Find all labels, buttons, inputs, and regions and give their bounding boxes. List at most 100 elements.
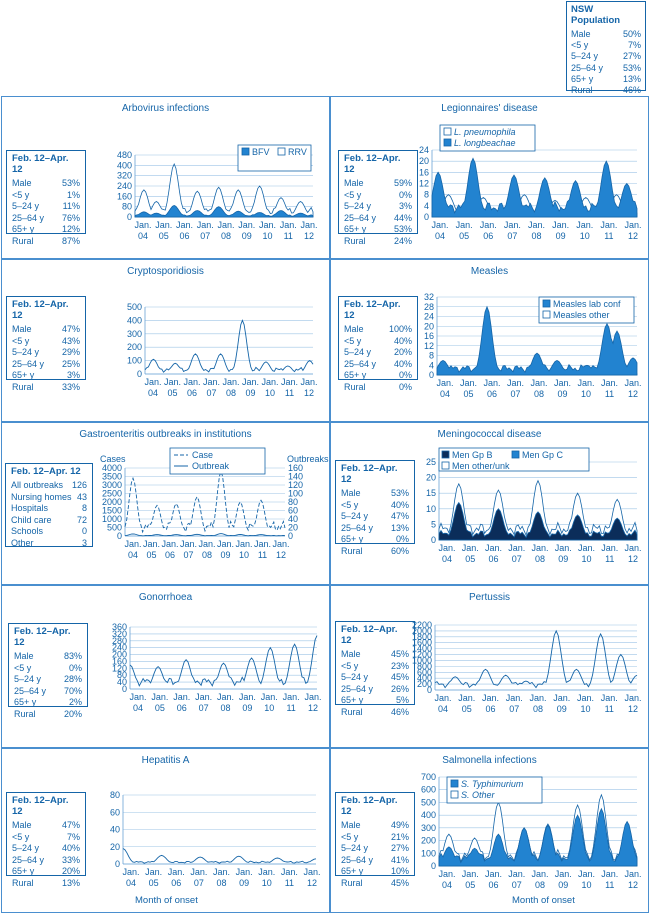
stats-box: Feb. 12–Apr. 12 Male 100% <5 y 40% 5–24 y 20% 2… — [338, 296, 418, 392]
stats-label: Rural — [14, 708, 36, 719]
stats-box: Feb. 12–Apr. 12 Male 83% <5 y 0% 5–24 y 28% 25–… — [8, 623, 88, 719]
stats-label: Rural — [341, 706, 363, 717]
stats-row: 25–64 y 41% — [341, 855, 409, 867]
stats-row: <5 y 7% — [12, 832, 80, 844]
stats-value: 45% — [390, 877, 409, 888]
stats-title: Feb. 12–Apr. 12 — [12, 153, 69, 175]
stats-value: 47% — [61, 820, 80, 830]
stats-box: Feb. 12–Apr. 12 Male 49% <5 y 21% 5–24 y 27% 25… — [335, 792, 415, 888]
stats-label: 25–64 y — [12, 212, 45, 223]
stats-row: <5 y 21% — [341, 832, 409, 844]
stats-row: 65+ y 12% — [12, 224, 80, 236]
stats-value: 24% — [393, 235, 412, 246]
chart-title: Hepatitis A — [141, 755, 190, 766]
stats-title: Feb. 12–Apr. 12 — [341, 463, 398, 485]
stats-row: 25–64 y 70% — [14, 686, 82, 698]
stats-label: 25–64 y — [341, 683, 374, 694]
stats-box: Feb. 12–Apr. 12 Male 59% <5 y 0% 5–24 y 3% 25–6… — [338, 150, 418, 246]
stats-box: Feb. 12–Apr. 12 Male 53% <5 y 40% 5–24 y 47% 25… — [335, 460, 415, 556]
stats-label: <5 y — [344, 189, 362, 200]
stats-value: 0 — [81, 526, 87, 536]
stats-row: 65+ y 10% — [341, 866, 409, 878]
stats-label: 65+ y — [12, 866, 35, 876]
stats-value: 87% — [61, 235, 80, 246]
stats-value: 40% — [393, 358, 412, 369]
stats-label: Male — [344, 324, 364, 334]
chart-panel: Cryptosporidiosis — [1, 259, 330, 422]
stats-label: Male — [12, 178, 32, 188]
stats-label: 5–24 y — [344, 347, 372, 357]
stats-label: 5–24 y — [344, 201, 372, 211]
stats-label: 65+ y — [12, 224, 35, 234]
stats-label: <5 y — [14, 662, 32, 673]
chart-title: Cryptosporidiosis — [127, 266, 204, 277]
population-value: 13% — [622, 73, 641, 84]
stats-row: <5 y 23% — [341, 661, 409, 673]
stats-label: <5 y — [341, 499, 359, 510]
stats-value: 13% — [61, 877, 80, 888]
stats-value: 7% — [66, 831, 80, 842]
stats-label: 25–64 y — [14, 685, 47, 696]
stats-row: 65+ y 53% — [344, 224, 412, 236]
stats-value: 59% — [393, 178, 412, 188]
stats-title: Feb. 12–Apr. 12 — [14, 626, 71, 648]
stats-label: Hospitals — [11, 503, 49, 513]
stats-value: 27% — [390, 843, 409, 853]
stats-row: Male 47% — [12, 324, 80, 336]
stats-value: 60% — [390, 545, 409, 556]
stats-row: 25–64 y 44% — [344, 213, 412, 225]
stats-row: 5–24 y 27% — [341, 843, 409, 855]
stats-label: 65+ y — [341, 866, 364, 876]
chart-title: Salmonella infections — [442, 755, 537, 766]
stats-value: 29% — [61, 347, 80, 357]
stats-label: Rural — [344, 235, 366, 246]
stats-value: 43% — [61, 335, 80, 346]
stats-value: 26% — [390, 683, 409, 694]
chart-panel: Meningococcal disease — [330, 422, 649, 585]
stats-row: Rural 46% — [341, 707, 409, 719]
stats-box: Feb. 12–Apr. 12 Male 47% <5 y 7% 5–24 y 40% 25–… — [6, 792, 86, 888]
stats-label: 65+ y — [341, 695, 364, 705]
population-label: <5 y — [571, 40, 589, 51]
stats-label: 25–64 y — [12, 854, 45, 865]
stats-row: Rural 45% — [341, 878, 409, 890]
stats-value: 83% — [63, 651, 82, 661]
chart-title: Legionnaires' disease — [441, 103, 538, 114]
stats-label: 25–64 y — [344, 358, 377, 369]
stats-label: Schools — [11, 526, 44, 536]
chart-title: Pertussis — [468, 592, 511, 603]
stats-label: Male — [14, 651, 34, 661]
stats-row: 65+ y 0% — [341, 534, 409, 546]
stats-value: 45% — [390, 672, 409, 682]
stats-label: <5 y — [12, 189, 30, 200]
stats-label: Rural — [344, 381, 366, 392]
stats-value: 46% — [390, 706, 409, 717]
population-value: 7% — [627, 40, 641, 51]
chart-panel: Pertussis — [330, 585, 649, 748]
stats-value: 11% — [62, 201, 80, 211]
chart-panel: Gonorrhoea — [1, 585, 330, 748]
stats-value: 40% — [61, 843, 80, 853]
population-row: 5–24 y 27% — [571, 51, 641, 62]
stats-title: Feb. 12–Apr. 12 — [341, 795, 398, 817]
stats-value: 40% — [390, 499, 409, 510]
population-row: Rural 46% — [571, 85, 641, 96]
stats-label: 5–24 y — [341, 843, 369, 853]
stats-value: 13% — [390, 522, 409, 533]
stats-value: 5% — [395, 695, 409, 705]
stats-value: 25% — [61, 358, 80, 369]
stats-value: 53% — [61, 178, 80, 188]
stats-value: 20% — [393, 347, 412, 357]
population-label: Male — [571, 29, 591, 39]
stats-label: <5 y — [341, 660, 359, 671]
stats-label: 65+ y — [344, 370, 367, 380]
stats-title: Feb. 12–Apr. 12 — [12, 795, 69, 817]
stats-value: 53% — [393, 224, 412, 234]
stats-row: Rural 13% — [12, 878, 80, 890]
stats-row: Male 47% — [12, 820, 80, 832]
stats-value: 126 — [71, 480, 87, 490]
stats-row: Nursing homes 43 — [11, 492, 87, 504]
population-label: 25–64 y — [571, 62, 604, 73]
stats-row: 25–64 y 33% — [12, 855, 80, 867]
stats-value: 0% — [68, 662, 82, 673]
